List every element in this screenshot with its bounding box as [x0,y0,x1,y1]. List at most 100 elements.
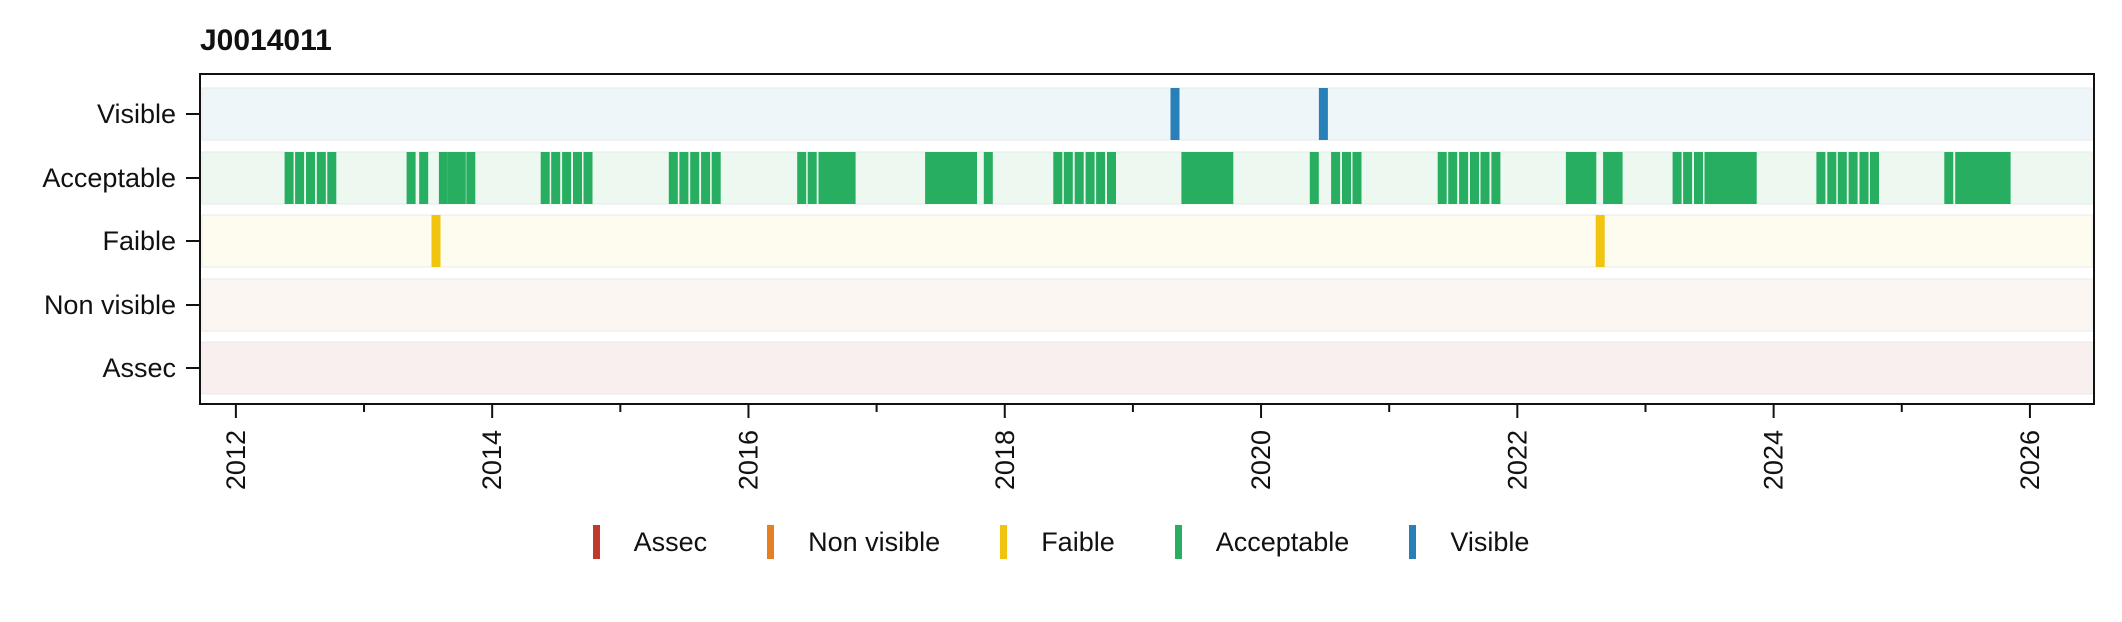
mark-acceptable [1837,152,1847,204]
mark-acceptable [1576,152,1586,204]
legend-swatch [1000,525,1008,559]
mark-acceptable [968,152,977,204]
mark-acceptable [1955,152,1965,204]
mark-acceptable [1978,152,1988,204]
mark-acceptable [1726,152,1736,204]
mark-acceptable [832,152,842,204]
mark-acceptable [406,152,416,204]
legend-swatch [592,525,600,559]
legend-item-non-visible: Non visible [767,525,940,559]
legend-swatch [1409,525,1417,559]
mark-acceptable [1603,152,1613,204]
mark-acceptable [438,152,448,204]
legend-label: Faible [1041,526,1115,557]
mark-acceptable [562,152,572,204]
mark-acceptable [1107,152,1116,204]
mark-acceptable [1459,152,1469,204]
mark-acceptable [846,152,856,204]
mark-acceptable [1480,152,1490,204]
y-axis: Visible Acceptable Faible Non visible Assec [42,99,200,383]
mark-acceptable [316,152,326,204]
mark-acceptable [983,152,993,204]
mark-acceptable [668,152,678,204]
mark-acceptable [1186,152,1196,204]
mark-acceptable [818,152,828,204]
mark-acceptable [1740,152,1749,204]
mark-acceptable [797,152,807,204]
observation-marks [284,88,2011,267]
legend-label: Assec [633,526,708,557]
mark-acceptable [1827,152,1837,204]
mark-acceptable [551,152,561,204]
mark-acceptable [935,152,945,204]
mark-acceptable [1196,152,1206,204]
mark-acceptable [1491,152,1501,204]
mark-acceptable [962,152,972,204]
band-faible [201,214,2093,268]
legend-item-visible: Visible [1409,525,1529,559]
mark-acceptable [701,152,711,204]
mark-acceptable [295,152,305,204]
mark-acceptable [711,152,721,204]
mark-acceptable [306,152,315,204]
mark-acceptable [1964,152,1973,204]
mark-acceptable [1694,152,1703,204]
legend-item-assec: Assec [592,525,708,559]
mark-acceptable [284,152,294,204]
mark-acceptable [839,152,849,204]
mark-acceptable [807,152,817,204]
mark-acceptable [1985,152,1995,204]
mark-acceptable [1192,152,1201,204]
mark-acceptable [946,152,956,204]
plot-frame [199,73,2095,405]
mark-acceptable [1718,152,1728,204]
mark-acceptable [1711,152,1721,204]
mark-acceptable [419,152,429,204]
mark-acceptable [1352,152,1362,204]
mark-acceptable [540,152,550,204]
mark-acceptable [1085,152,1095,204]
mark-acceptable [825,152,835,204]
y-tick-label: Faible [102,226,176,256]
band-acceptable [201,151,2093,205]
mark-acceptable [448,152,457,204]
mark-acceptable [1816,152,1826,204]
mark-acceptable [1993,152,2003,204]
mark-acceptable [1613,152,1623,204]
x-axis: 2012 2014 2016 2018 2020 2022 2024 2026 [221,404,2045,490]
mark-acceptable [957,152,967,204]
mark-acceptable [690,152,700,204]
mark-acceptable [1608,152,1618,204]
y-tick-label: Visible [97,99,176,129]
chart-title: J0014011 [200,24,332,57]
legend: Assec Non visible Faible Acceptable Visible [0,525,2122,559]
y-tick-label: Assec [102,353,176,383]
x-tick-label: 2020 [1246,430,1276,490]
band-non-visible [201,278,2093,332]
mark-acceptable [1448,152,1458,204]
y-tick-label: Non visible [44,290,176,320]
x-tick-label: 2012 [221,430,251,490]
legend-item-faible: Faible [1000,525,1115,559]
x-tick-label: 2026 [2015,430,2045,490]
mark-acceptable [1309,152,1319,204]
band-visible [201,87,2093,141]
legend-label: Acceptable [1215,526,1350,557]
mark-acceptable [930,152,939,204]
legend-label: Visible [1450,526,1530,557]
mark-acceptable [1859,152,1869,204]
x-tick-label: 2022 [1502,430,1532,490]
x-tick-label: 2018 [990,430,1020,490]
legend-label: Non visible [808,526,941,557]
mark-acceptable [1342,152,1351,204]
mark-acceptable [1944,152,1954,204]
mark-visible [1170,88,1180,140]
mark-acceptable [1870,152,1879,204]
x-tick-label: 2014 [477,430,507,490]
mark-acceptable [1581,152,1591,204]
mark-acceptable [1971,152,1980,204]
mark-acceptable [327,152,337,204]
category-bands [201,87,2093,395]
mark-acceptable [1331,152,1341,204]
